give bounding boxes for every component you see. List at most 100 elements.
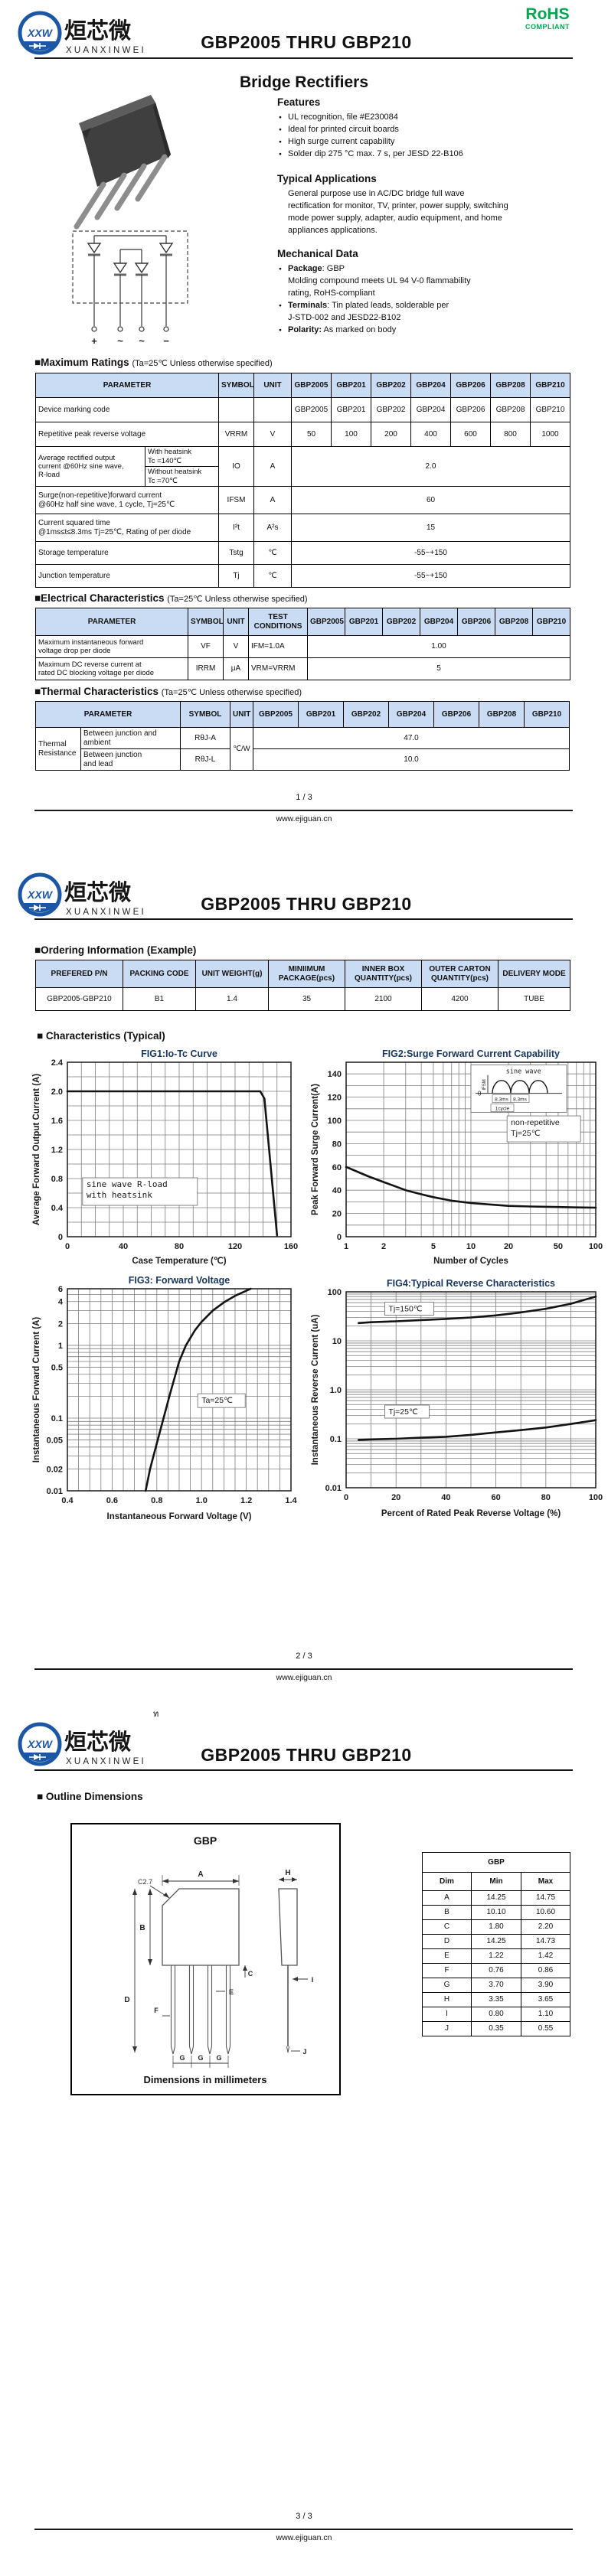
characteristics-heading: ■ Characteristics (Typical) [37,1030,165,1042]
feature-item: High surge current capability [277,135,599,148]
table-row: D 14.25 14.73 [422,1934,571,1949]
svg-text:0: 0 [344,1493,348,1502]
svg-text:sine wave: sine wave [506,1068,541,1075]
rohs-compliant-label: COMPLIANT [525,23,570,31]
svg-text:80: 80 [541,1493,551,1502]
table-row: C 1.80 2.20 [422,1919,571,1935]
dim-j-label: J [302,2048,306,2056]
brand-name-en: XUANXINWEI [66,46,146,55]
outline-drawing: GBP C2.7 A B D C E F [70,1823,341,2095]
feature-item: Solder dip 275 °C max. 7 s, per JESD 22-… [277,148,599,161]
website-url: www.ejiguan.cn [276,1673,332,1682]
table-row: E 1.22 1.42 [422,1948,571,1964]
svg-text:6: 6 [58,1285,63,1294]
max-ratings-heading: ■Maximum Ratings (Ta=25℃ Unless otherwis… [34,357,273,368]
svg-text:1.6: 1.6 [51,1117,63,1126]
table-row: Average rectified output current @60Hz s… [35,446,570,487]
header-rule [34,57,573,59]
svg-text:0.02: 0.02 [47,1465,63,1474]
doc-title: GBP2005 THRU GBP210 [201,894,412,914]
mechanical-line: Molding compound meets UL 94 V-0 flammab… [288,276,471,285]
svg-text:Tj=25℃: Tj=25℃ [388,1407,418,1417]
svg-text:Tj=150℃: Tj=150℃ [388,1305,422,1314]
table-row: A 14.25 14.75 [422,1890,571,1906]
brand-logo: XXW 烜芯微 XUANXINWEI [18,872,146,917]
diode-icon [159,243,174,254]
svg-text:140: 140 [328,1070,342,1079]
dim-g-label: G [198,2054,203,2062]
svg-text:0.05: 0.05 [47,1436,63,1446]
svg-text:2.4: 2.4 [51,1058,64,1068]
dim-d-label: D [124,1996,129,2004]
svg-text:1.4: 1.4 [285,1496,297,1505]
ordering-heading: ■Ordering Information (Example) [34,944,197,956]
svg-text:100: 100 [328,1117,342,1126]
features-block: Features UL recognition, file #E230084 I… [277,96,599,161]
svg-text:20: 20 [504,1242,513,1251]
table-header-row: PARAMETER SYMBOL UNIT GBP2005 GBP201 GBP20… [35,373,570,398]
svg-text:0: 0 [58,1233,63,1242]
footer-rule [34,2529,573,2530]
table-row: Repetitive peak reverse voltage VRRM V 5… [35,422,570,447]
table-row: H 3.35 3.65 [422,1992,571,2007]
svg-text:with heatsink: with heatsink [87,1190,152,1200]
svg-text:2.0: 2.0 [51,1087,63,1097]
feature-item: UL recognition, file #E230084 [277,111,599,124]
svg-text:1.0: 1.0 [330,1386,342,1395]
fig4-reverse-characteristics-chart: 0 20 40 60 80 100 0.01 0.1 1.0 10 100 Percent of Ra… [308,1275,605,1521]
logo-abbr: XXW [27,27,54,39]
svg-text:0: 0 [65,1242,70,1251]
stray-mark: ท [153,1710,159,1719]
dim-g-label: G [216,2054,221,2062]
table-row: I 0.80 1.10 [422,2007,571,2022]
svg-text:0: 0 [337,1233,342,1242]
svg-text:sine wave R-load: sine wave R-load [87,1179,168,1189]
applications-line: rectification for monitor, TV, printer, … [288,201,508,210]
svg-text:1.2: 1.2 [51,1146,63,1155]
svg-text:Number of Cycles: Number of Cycles [433,1257,508,1266]
svg-text:0.8: 0.8 [51,1175,63,1184]
svg-text:FIG2:Surge Forward Current Cap: FIG2:Surge Forward Current Capability [382,1048,560,1059]
table-row: Maximum DC reverse current at rated DC bl… [35,657,570,680]
footer-rule [34,1668,573,1670]
table-row: Thermal Resistance Between junction and am… [35,727,570,771]
brand-logo: XXW 烜芯微 XUANXINWEI [18,1722,144,1766]
svg-text:0.8: 0.8 [151,1496,162,1505]
mechanical-line: : Tin plated leads, solderable per [327,301,449,310]
svg-text:4: 4 [58,1298,64,1307]
svg-text:0.01: 0.01 [47,1487,63,1496]
svg-text:Instantaneous Reverse Current: Instantaneous Reverse Current (uA) [311,1314,320,1465]
dim-c-label: C [248,1970,253,1978]
dim-f-label: F [154,2007,159,2014]
svg-text:120: 120 [328,1094,342,1103]
applications-title: Typical Applications [277,173,377,184]
fig3-forward-voltage-chart: 0.4 0.6 0.8 1.0 1.2 1.4 0.01 0.02 0.05 0.1 0.5 1 2 4 6… [29,1272,300,1524]
rohs-label: RoHS [525,5,570,23]
svg-text:1: 1 [58,1342,63,1351]
page1-number: 1 / 3 [296,793,312,802]
mechanical-line: : GBP [322,264,345,273]
terminal-ac2-label: ~ [139,335,145,347]
outline-heading: ■ Outline Dimensions [37,1791,143,1802]
svg-text:10: 10 [332,1337,342,1346]
brand-name-cn: 烜芯微 [64,18,131,44]
svg-text:XUANXINWEI: XUANXINWEI [66,908,146,917]
table-row: Between junction and lead RθJ-L 10.0 [36,748,570,771]
applications-line: General purpose use in AC/DC bridge full… [288,189,465,198]
svg-text:0: 0 [478,1091,482,1097]
header-rule [34,918,573,920]
electrical-table: PARAMETER SYMBOL UNIT TEST CONDITIONS GBP… [35,608,570,680]
svg-text:5: 5 [431,1242,436,1251]
svg-text:40: 40 [332,1186,342,1195]
doc-title: GBP2005 THRU GBP210 [201,1745,412,1765]
svg-text:2: 2 [58,1319,63,1329]
table-header-row: PREFERED P/N PACKING CODE UNIT WEIGHT(g) M… [35,960,570,988]
mechanical-line: J-STD-002 and JESD22-B102 [288,313,401,322]
svg-text:Case Temperature (℃): Case Temperature (℃) [132,1256,226,1266]
table-row: Without heatsink Tc =70℃ [36,466,570,487]
svg-text:Ta=25℃: Ta=25℃ [201,1396,233,1405]
svg-text:120: 120 [228,1242,242,1251]
svg-text:Peak Forward Surge Current(A): Peak Forward Surge Current(A) [311,1084,320,1215]
diode-icon [113,262,128,274]
